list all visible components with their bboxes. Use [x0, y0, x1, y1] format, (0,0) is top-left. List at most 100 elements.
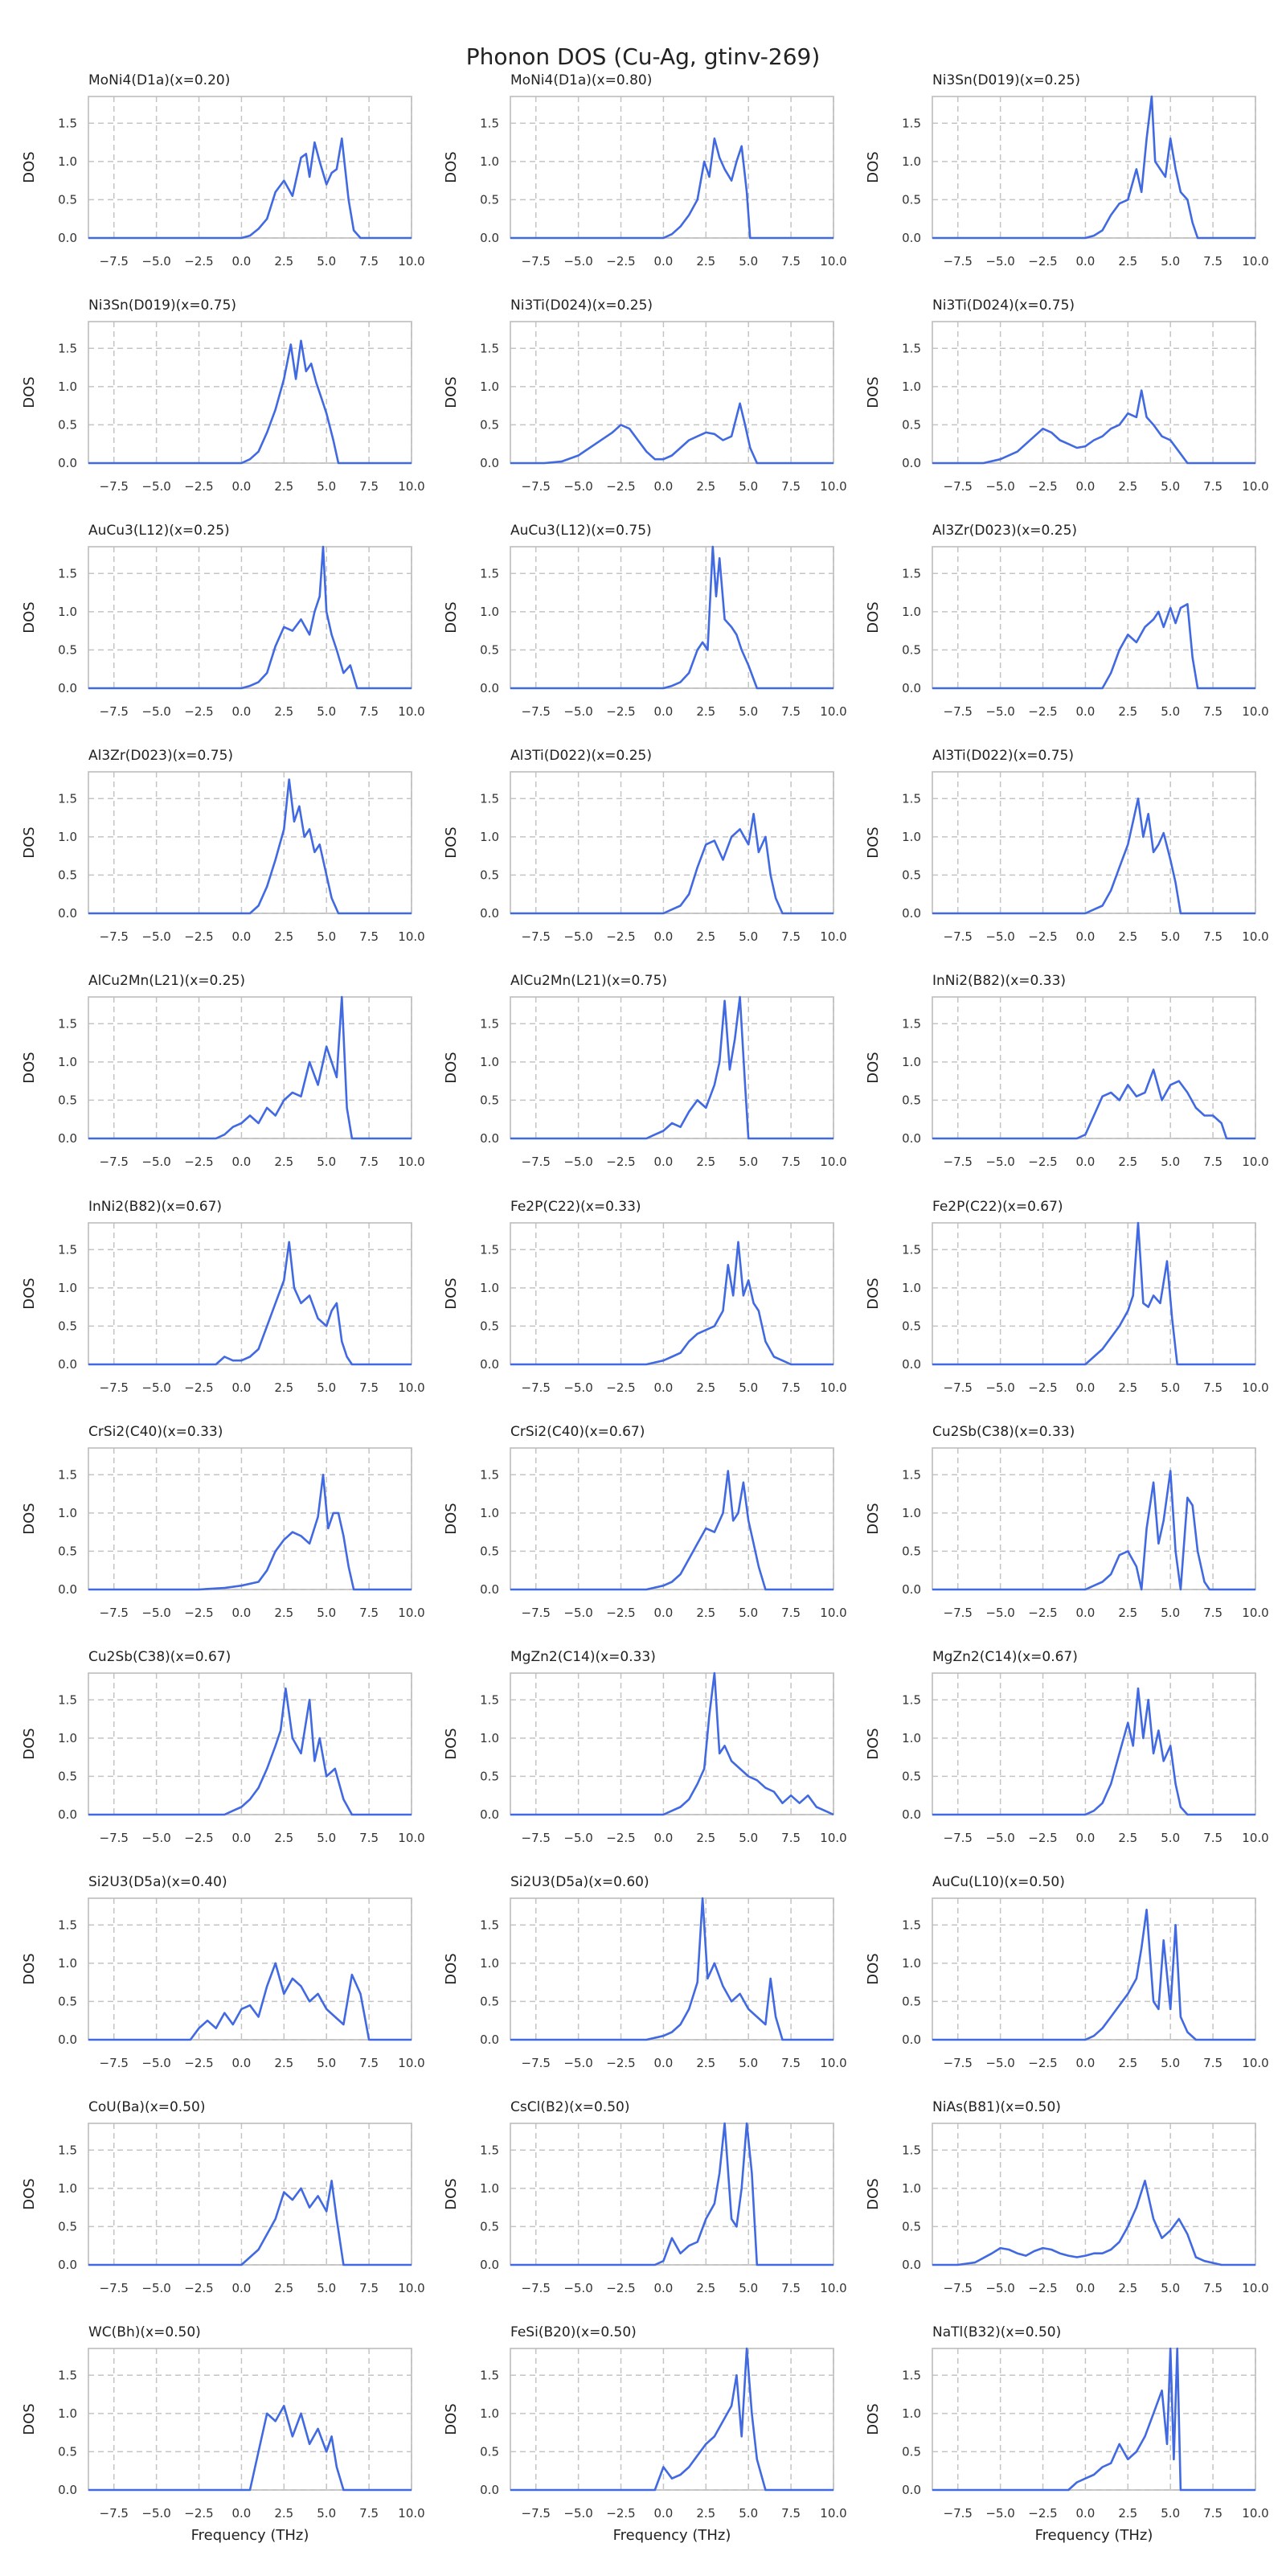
- axes-frame: [88, 2348, 412, 2491]
- y-tick-label: 0.5: [902, 2444, 921, 2459]
- subplot: −7.5 −5.0 −2.5 0.0 2.5 5.0 7.5 10.0 0.0 0.5 1.0 1.5…: [21, 1424, 425, 1620]
- x-tick-label: −7.5: [944, 704, 973, 719]
- y-tick-label: 0.5: [480, 1093, 499, 1107]
- y-axis-label: DOS: [21, 1278, 38, 1309]
- dos-line: [88, 2180, 412, 2266]
- x-tick-label: 2.5: [1118, 929, 1137, 944]
- x-tick-label: 10.0: [398, 704, 424, 719]
- x-tick-label: 7.5: [1203, 479, 1223, 494]
- y-axis-label: DOS: [443, 1278, 460, 1309]
- x-tick-label: −2.5: [1028, 254, 1057, 269]
- subplot: −7.5 −5.0 −2.5 0.0 2.5 5.0 7.5 10.0 0.0 0.5 1.0 1.5…: [865, 72, 1269, 269]
- x-tick-label: 7.5: [781, 929, 801, 944]
- y-tick-label: 0.0: [480, 1357, 499, 1372]
- dos-line: [510, 995, 833, 1140]
- x-tick-label: −7.5: [944, 929, 973, 944]
- y-tick-label: 0.0: [58, 1357, 77, 1372]
- x-tick-label: 10.0: [398, 2506, 424, 2521]
- subplot: −7.5 −5.0 −2.5 0.0 2.5 5.0 7.5 10.0 0.0 0.5 1.0 1.5…: [443, 2099, 847, 2295]
- y-tick-label: 1.0: [58, 1055, 77, 1069]
- y-tick-label: 1.0: [480, 2181, 499, 2196]
- x-tick-label: 5.0: [1161, 2056, 1180, 2070]
- x-tick-label: −5.0: [985, 1831, 1014, 1845]
- x-tick-label: −7.5: [100, 1831, 129, 1845]
- y-tick-label: 0.5: [58, 2444, 77, 2459]
- x-tick-label: −5.0: [985, 1606, 1014, 1620]
- y-tick-label: 1.0: [902, 2181, 921, 2196]
- x-tick-label: 5.0: [1161, 2506, 1180, 2521]
- dos-line: [932, 1687, 1255, 1816]
- axes-frame: [932, 1672, 1256, 1815]
- x-tick-label: −5.0: [141, 2281, 170, 2295]
- x-tick-label: 5.0: [739, 2506, 758, 2521]
- subplot-title: Si2U3(D5a)(x=0.40): [88, 1874, 227, 1890]
- y-tick-label: 1.5: [902, 1016, 921, 1031]
- x-tick-label: 2.5: [696, 1380, 715, 1395]
- x-tick-label: −2.5: [1028, 1606, 1057, 1620]
- y-tick-label: 1.5: [480, 1918, 499, 1932]
- x-tick-label: 2.5: [274, 1155, 293, 1169]
- x-tick-label: 2.5: [696, 704, 715, 719]
- x-tick-label: 5.0: [317, 2281, 336, 2295]
- x-tick-label: −2.5: [1028, 704, 1057, 719]
- y-tick-label: 1.0: [58, 1281, 77, 1295]
- x-tick-label: 7.5: [359, 1380, 379, 1395]
- x-tick-label: −2.5: [606, 704, 635, 719]
- x-tick-label: 10.0: [820, 254, 846, 269]
- x-tick-label: 10.0: [1242, 929, 1268, 944]
- x-tick-label: 2.5: [1118, 1380, 1137, 1395]
- x-tick-label: 2.5: [274, 704, 293, 719]
- x-tick-label: 5.0: [739, 254, 758, 269]
- x-tick-label: 5.0: [317, 1831, 336, 1845]
- x-tick-label: −5.0: [985, 704, 1014, 719]
- y-tick-label: 1.0: [58, 1956, 77, 1971]
- y-tick-label: 0.5: [58, 1994, 77, 2008]
- x-tick-label: 0.0: [653, 254, 673, 269]
- x-tick-label: 10.0: [398, 1606, 424, 1620]
- x-tick-label: −2.5: [184, 1831, 213, 1845]
- x-tick-label: 10.0: [1242, 2281, 1268, 2295]
- subplot: −7.5 −5.0 −2.5 0.0 2.5 5.0 7.5 10.0 0.0 0.5 1.0 1.5…: [443, 1874, 847, 2070]
- x-tick-label: −7.5: [522, 704, 551, 719]
- x-tick-label: 0.0: [1075, 1155, 1095, 1169]
- subplot-title: MgZn2(C14)(x=0.33): [510, 1649, 656, 1665]
- x-tick-label: 10.0: [820, 2056, 846, 2070]
- x-tick-label: 5.0: [1161, 704, 1180, 719]
- x-tick-label: −7.5: [522, 2506, 551, 2521]
- axes-frame: [932, 321, 1256, 464]
- y-tick-label: 0.5: [480, 2219, 499, 2233]
- y-tick-label: 1.0: [480, 1731, 499, 1745]
- y-axis-label: DOS: [443, 1728, 460, 1759]
- x-tick-label: 2.5: [696, 254, 715, 269]
- x-tick-label: 2.5: [696, 2056, 715, 2070]
- subplot: −7.5 −5.0 −2.5 0.0 2.5 5.0 7.5 10.0 0.0 0.5 1.0 1.5…: [21, 973, 425, 1169]
- dos-line: [88, 1474, 412, 1591]
- y-tick-label: 1.0: [902, 154, 921, 169]
- x-tick-label: 7.5: [781, 704, 801, 719]
- subplot-title: InNi2(B82)(x=0.33): [932, 973, 1066, 989]
- y-tick-label: 1.5: [480, 2143, 499, 2157]
- subplot-title: MoNi4(D1a)(x=0.20): [88, 72, 230, 88]
- y-axis-label: DOS: [21, 1503, 38, 1534]
- axes-frame: [932, 1447, 1256, 1590]
- y-tick-label: 1.0: [480, 1055, 499, 1069]
- y-tick-label: 0.0: [480, 1807, 499, 1822]
- y-axis-label: DOS: [443, 376, 460, 408]
- x-tick-label: 2.5: [274, 929, 293, 944]
- x-tick-label: 7.5: [359, 2056, 379, 2070]
- x-tick-label: 0.0: [653, 1380, 673, 1395]
- x-tick-label: 5.0: [317, 254, 336, 269]
- x-tick-label: −2.5: [606, 2281, 635, 2295]
- x-tick-label: 2.5: [1118, 254, 1137, 269]
- dos-line: [932, 1470, 1255, 1591]
- x-tick-label: 7.5: [359, 2506, 379, 2521]
- x-tick-label: 2.5: [274, 1380, 293, 1395]
- x-tick-label: 7.5: [359, 479, 379, 494]
- y-tick-label: 0.0: [902, 1357, 921, 1372]
- subplot: −7.5 −5.0 −2.5 0.0 2.5 5.0 7.5 10.0 0.0 0.5 1.0 1.5…: [443, 2324, 847, 2544]
- y-tick-label: 0.0: [902, 681, 921, 695]
- dos-line: [932, 2347, 1255, 2492]
- y-tick-label: 0.5: [902, 642, 921, 657]
- y-tick-label: 1.5: [58, 116, 77, 130]
- subplot-title: Fe2P(C22)(x=0.33): [510, 1199, 641, 1215]
